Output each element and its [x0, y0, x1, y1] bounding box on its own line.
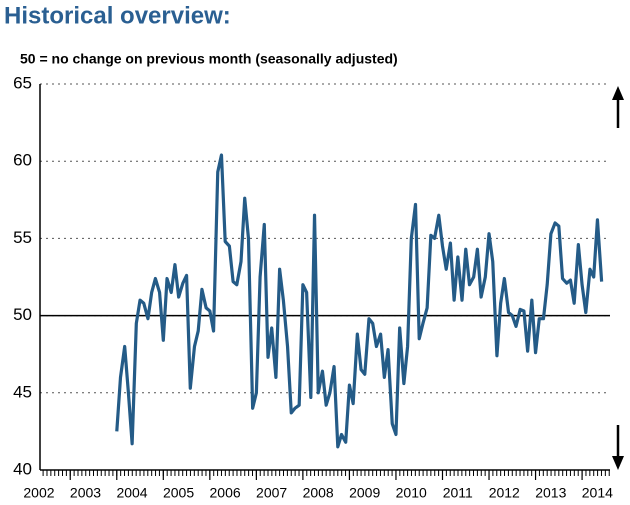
x-tick-label: 2005	[163, 485, 194, 501]
x-tick-label: 2014	[582, 485, 613, 501]
x-tick-label: 2006	[210, 485, 241, 501]
y-tick-label: 65	[13, 73, 32, 92]
y-tick-label: 40	[13, 459, 32, 478]
x-tick-label: 2009	[349, 485, 380, 501]
x-tick-label: 2004	[116, 485, 147, 501]
up-arrow	[612, 86, 624, 128]
x-tick-label: 2008	[303, 485, 334, 501]
y-tick-label: 50	[13, 305, 32, 324]
x-tick-label: 2013	[535, 485, 566, 501]
y-tick-label: 55	[13, 228, 32, 247]
y-tick-label: 45	[13, 382, 32, 401]
x-tick-label: 2007	[256, 485, 287, 501]
data-line	[115, 153, 604, 449]
x-tick-label: 2010	[396, 485, 427, 501]
y-tick-label: 60	[13, 151, 32, 170]
chart-title: Historical overview:	[4, 2, 231, 29]
x-tick-label: 2011	[443, 485, 473, 501]
down-arrow	[612, 425, 624, 470]
x-tick-label: 2002	[23, 485, 54, 501]
x-tick-label: 2012	[489, 485, 520, 501]
x-tick-label: 2003	[70, 485, 101, 501]
chart-subtitle: 50 = no change on previous month (season…	[20, 51, 398, 67]
